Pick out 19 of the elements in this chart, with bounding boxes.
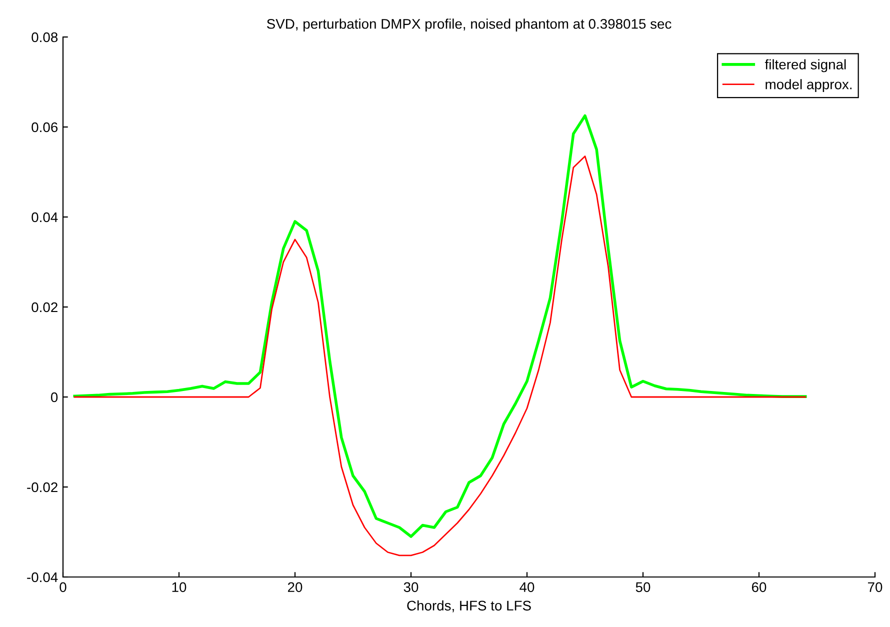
y-tick-label: 0.02 bbox=[32, 302, 58, 312]
x-tick-label: 10 bbox=[172, 582, 186, 592]
x-tick-label: 30 bbox=[404, 582, 418, 592]
y-tick-label: 0.08 bbox=[32, 32, 58, 42]
y-tick-label: 0.04 bbox=[32, 212, 58, 222]
y-tick-label: 0 bbox=[50, 392, 58, 402]
x-tick-label: 20 bbox=[288, 582, 302, 592]
chart-title: SVD, perturbation DMPX profile, noised phantom at 0.398015 sec bbox=[266, 18, 672, 32]
x-tick-label: 60 bbox=[752, 582, 766, 592]
x-tick-label: 50 bbox=[636, 582, 650, 592]
y-tick-label: 0.06 bbox=[32, 122, 58, 132]
y-tick-label: -0.04 bbox=[27, 572, 58, 582]
x-tick-label: 40 bbox=[520, 582, 534, 592]
x-axis-title: Chords, HFS to LFS bbox=[407, 600, 531, 612]
legend-label: model approx. bbox=[766, 79, 852, 92]
x-tick-label: 70 bbox=[868, 582, 882, 592]
legend-label: filtered signal bbox=[764, 59, 846, 72]
x-tick-label: 0 bbox=[60, 582, 66, 592]
y-tick-label: -0.02 bbox=[27, 482, 58, 492]
